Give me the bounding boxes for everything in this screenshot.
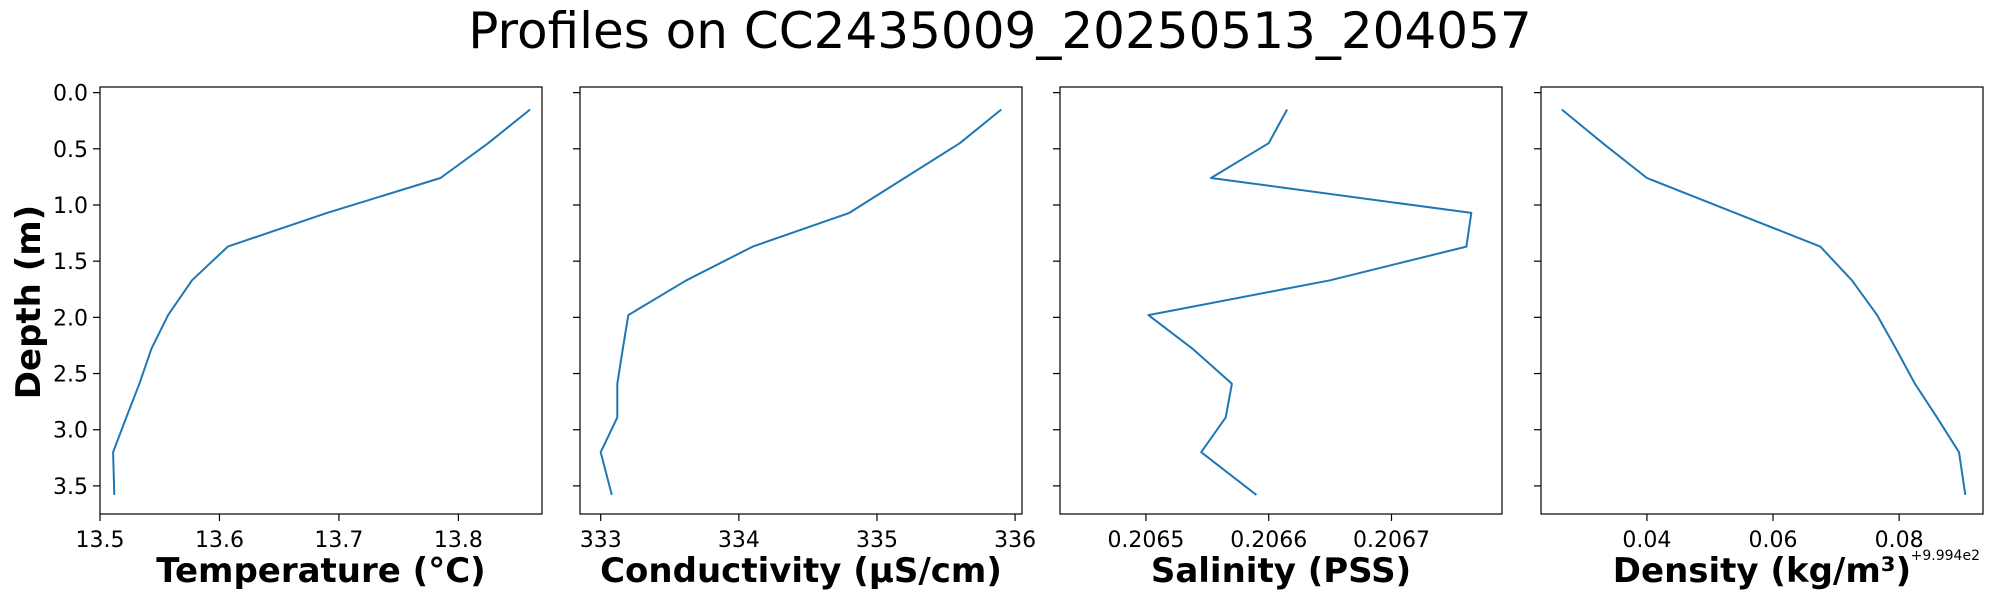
salinity-xtick-label: 0.2065 <box>1107 528 1184 553</box>
density-xtick-label: 0.04 <box>1622 528 1671 553</box>
ytick-label: 3.0 <box>53 419 88 444</box>
density-profile-line <box>1561 108 1967 496</box>
salinity-xtick-label: 0.2067 <box>1353 528 1430 553</box>
conductivity-xtick-label: 333 <box>580 528 622 553</box>
conductivity-xlabel: Conductivity (µS/cm) <box>600 551 1002 591</box>
ytick-label: 2.0 <box>53 306 88 331</box>
salinity-xtick-label: 0.2066 <box>1230 528 1307 553</box>
salinity-axes-frame <box>1059 86 1503 515</box>
conductivity-xtick-label: 334 <box>718 528 760 553</box>
ytick-label: 0.5 <box>53 138 88 163</box>
density-axes-frame <box>1540 86 1984 515</box>
ytick-label: 3.5 <box>53 475 88 500</box>
temperature-xtick-label: 13.7 <box>314 528 363 553</box>
temperature-xtick-label: 13.6 <box>195 528 244 553</box>
ytick-label: 0.0 <box>53 82 88 107</box>
salinity-xlabel: Salinity (PSS) <box>1151 551 1411 591</box>
conductivity-xtick-label: 336 <box>994 528 1036 553</box>
temperature-xtick-label: 13.8 <box>434 528 483 553</box>
temperature-xlabel: Temperature (°C) <box>156 551 485 591</box>
density-xlabel: Density (kg/m³) <box>1613 551 1911 591</box>
salinity-profile-line <box>1147 109 1473 496</box>
temperature-panel: 13.5 13.6 13.7 13.8 0.0 0.5 1.0 1.5 2.0 2.5 3.0 3.5… <box>53 82 543 591</box>
ytick-label: 1.5 <box>53 250 88 275</box>
subplot-panels: 13.5 13.6 13.7 13.8 0.0 0.5 1.0 1.5 2.0 2.5 3.0 3.5… <box>53 82 1984 591</box>
density-xtick-label: 0.08 <box>1875 528 1924 553</box>
temperature-xtick-label: 13.5 <box>76 528 125 553</box>
y-axis-label: Depth (m) <box>9 205 49 399</box>
temperature-profile-line <box>112 108 531 495</box>
density-offset-label: +9.994e2 <box>1911 548 1980 564</box>
ytick-label: 2.5 <box>53 363 88 388</box>
density-xtick-label: 0.06 <box>1749 528 1798 553</box>
figure-title: Profiles on CC2435009_20250513_204057 <box>468 2 1531 60</box>
conductivity-axes-frame <box>579 86 1023 515</box>
conductivity-profile-line <box>599 108 1002 496</box>
temperature-axes-frame <box>99 86 543 515</box>
conductivity-xtick-label: 335 <box>856 528 898 553</box>
ytick-label: 1.0 <box>53 194 88 219</box>
